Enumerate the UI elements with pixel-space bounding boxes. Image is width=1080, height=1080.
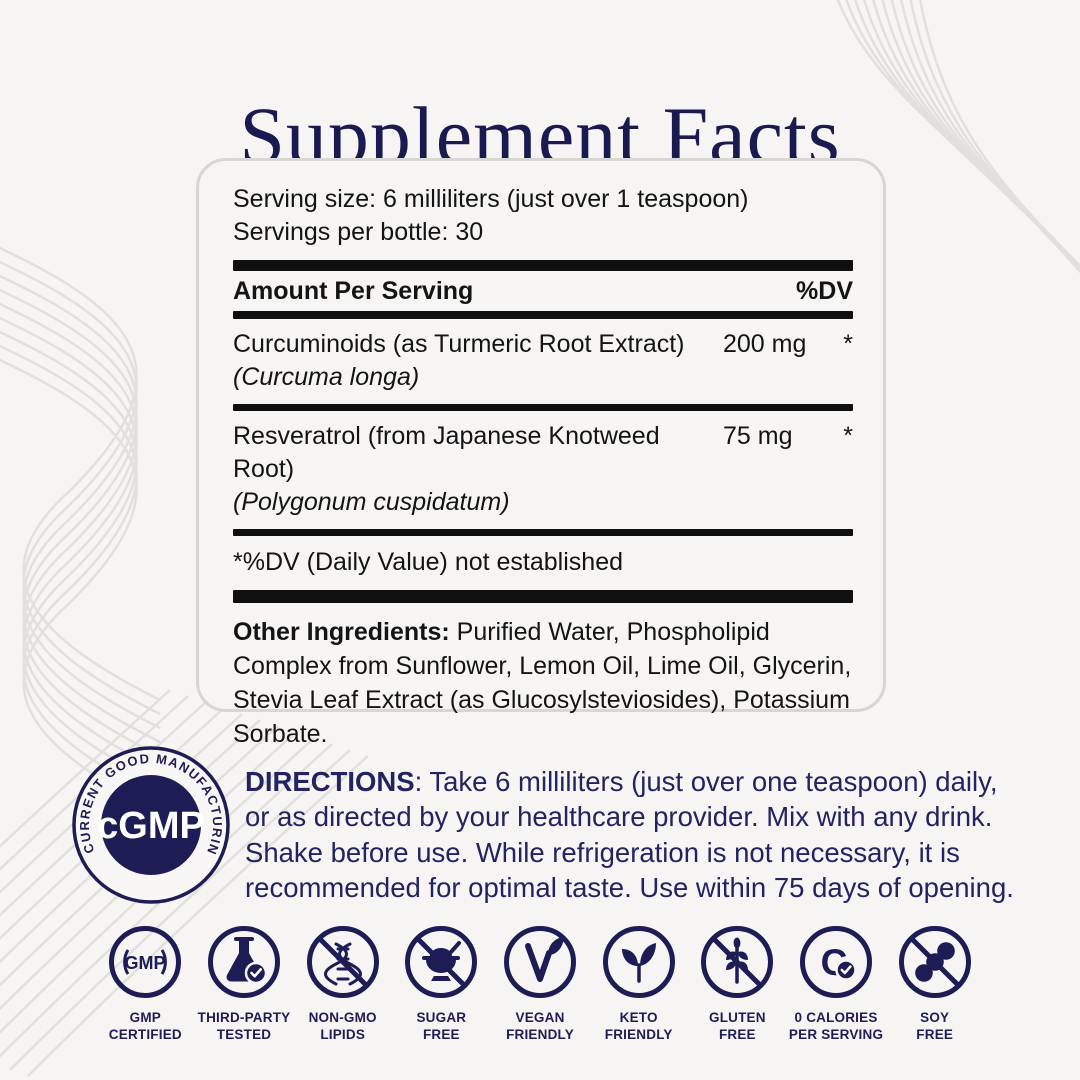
divider-bar <box>233 311 853 319</box>
amount-per-serving-label: Amount Per Serving <box>233 277 474 305</box>
ingredient-row-resveratrol: Resveratrol (from Japanese Knotweed Root… <box>233 411 853 529</box>
amount-per-serving-header: Amount Per Serving %DV <box>233 271 853 311</box>
ingredient-name: Curcuminoids (as Turmeric Root Extract) <box>233 330 685 358</box>
divider-bar <box>233 260 853 271</box>
cgmp-seal-icon: CURRENT GOOD MANUFACTURING PRACTIVE cGMP <box>64 732 230 904</box>
badge-gmp-certified: GMP GMP CERTIFIED <box>96 924 195 1043</box>
wave-left-middle <box>0 246 161 814</box>
zero-calories-icon: C <box>800 926 873 998</box>
ingredient-latin-name: (Curcuma longa) <box>233 363 420 391</box>
no-wheat-icon <box>701 926 774 998</box>
cgmp-seal: CURRENT GOOD MANUFACTURING PRACTIVE cGMP <box>64 732 232 906</box>
vegan-v-leaf-icon <box>504 926 577 998</box>
badge-label: NON-GMO LIPIDS <box>308 1010 377 1042</box>
badge-label: GLUTEN FREE <box>709 1010 766 1042</box>
no-dna-icon <box>306 926 379 998</box>
other-ingredients-list: Purified Water, Phospholipid Complex fro… <box>233 618 852 748</box>
badge-non-gmo-lipids: NON-GMO LIPIDS <box>293 924 392 1043</box>
supplement-facts-panel: Serving size: 6 milliliters (just over 1… <box>196 158 886 748</box>
badge-vegan-friendly: VEGAN FRIENDLY <box>491 924 590 1043</box>
feature-badge-row: GMP GMP CERTIFIED THIRD-PARTY TESTED <box>96 924 984 1043</box>
wave-top-right <box>836 0 1080 274</box>
badge-label: GMP CERTIFIED <box>108 1010 182 1042</box>
no-soy-icon <box>898 926 971 998</box>
badge-label: VEGAN FRIENDLY <box>506 1010 574 1042</box>
directions-label: DIRECTIONS <box>245 765 415 797</box>
directions-paragraph: DIRECTIONS: Take 6 milliliters (just ove… <box>245 765 1014 904</box>
badge-keto-friendly: KETO FRIENDLY <box>589 924 688 1043</box>
percent-dv-label: %DV <box>796 277 853 305</box>
ingredient-row-curcuminoids: Curcuminoids (as Turmeric Root Extract) … <box>233 319 853 404</box>
ingredient-amount: 75 mg <box>723 422 793 450</box>
serving-size: Serving size: 6 milliliters (just over 1… <box>233 185 749 213</box>
badge-third-party-tested: THIRD-PARTY TESTED <box>195 924 294 1043</box>
divider-bar <box>233 529 853 536</box>
badge-soy-free: SOY FREE <box>885 924 984 1043</box>
badge-sugar-free: SUGAR FREE <box>392 924 491 1043</box>
ingredient-latin-name: (Polygonum cuspidatum) <box>233 488 510 516</box>
other-ingredients-label: Other Ingredients: <box>233 618 450 646</box>
dv-note: *%DV (Daily Value) not established <box>233 548 624 576</box>
svg-text:GMP: GMP <box>125 953 166 973</box>
badge-gluten-free: GLUTEN FREE <box>688 924 787 1043</box>
divider-bar <box>233 590 853 603</box>
cgmp-center-text: cGMP <box>97 805 205 847</box>
other-ingredients: Other Ingredients: Purified Water, Phosp… <box>233 615 853 751</box>
ingredient-dv-asterisk: * <box>843 422 853 450</box>
no-sugar-icon <box>405 926 478 998</box>
badge-label: SUGAR FREE <box>416 1010 467 1042</box>
badge-label: KETO FRIENDLY <box>604 1010 673 1042</box>
servings-per-bottle: Servings per bottle: 30 <box>233 218 484 246</box>
badge-label: SOY FREE <box>916 1010 954 1042</box>
divider-bar <box>233 404 853 411</box>
ingredient-name: Resveratrol (from Japanese Knotweed Root… <box>233 422 660 483</box>
badge-label: THIRD-PARTY TESTED <box>197 1010 291 1042</box>
gmp-seal-icon: GMP <box>109 926 182 998</box>
flask-check-icon <box>208 926 280 998</box>
badge-zero-calories: C 0 CALORIES PER SERVING <box>787 924 886 1043</box>
directions-body: Take 6 milliliters (just over one teaspo… <box>245 765 1014 904</box>
ingredient-amount: 200 mg <box>723 330 807 358</box>
ingredient-dv-asterisk: * <box>843 330 853 358</box>
badge-label: 0 CALORIES PER SERVING <box>788 1010 884 1042</box>
keto-leaves-icon <box>602 926 675 998</box>
